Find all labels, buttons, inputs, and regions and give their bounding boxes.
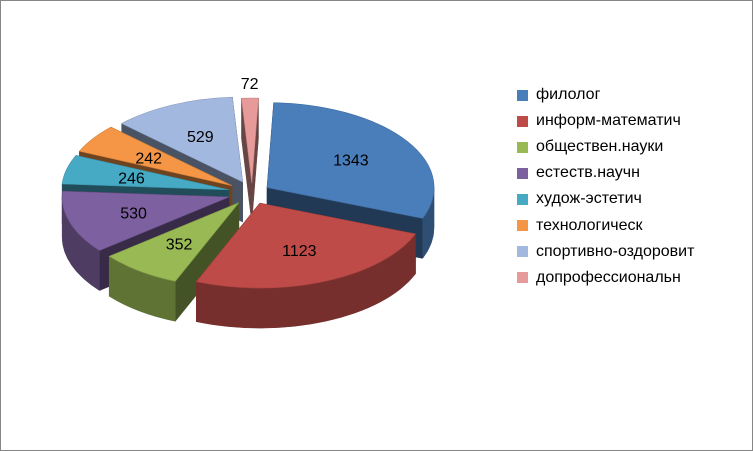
legend-swatch <box>517 193 528 205</box>
legend-item-5: технологическ <box>517 212 694 238</box>
data-label-2: 352 <box>166 237 193 254</box>
legend-label: технологическ <box>536 216 643 234</box>
legend-swatch <box>517 89 528 101</box>
legend-swatch <box>517 272 528 284</box>
legend-item-3: естеств.научн <box>517 160 694 186</box>
legend-label: информ-математич <box>536 112 681 130</box>
slice-top-5 <box>78 126 233 186</box>
data-label-1: 1123 <box>282 243 317 260</box>
data-label-7: 72 <box>241 76 259 93</box>
data-label-4: 246 <box>118 171 145 188</box>
slice-top-6 <box>120 96 244 183</box>
slice-top-4 <box>61 155 229 191</box>
legend-label: естеств.научн <box>536 164 640 182</box>
legend-label: спортивно-оздоровит <box>536 242 695 260</box>
data-label-3: 530 <box>120 205 147 222</box>
legend-swatch <box>517 115 528 127</box>
slice-2 <box>108 202 240 323</box>
legend-item-1: информ-математич <box>517 108 694 134</box>
data-label-5: 242 <box>135 150 162 167</box>
data-label-0: 1343 <box>333 153 369 170</box>
legend-item-2: обществен.науки <box>517 134 694 160</box>
legend-swatch <box>517 246 528 258</box>
slice-1 <box>195 202 417 329</box>
slice-top-2 <box>108 202 240 282</box>
legend-swatch <box>517 167 528 179</box>
legend-item-6: спортивно-оздоровит <box>517 239 694 265</box>
legend-swatch <box>517 141 528 153</box>
legend-label: худож-эстетич <box>536 190 642 208</box>
slice-top-3 <box>61 190 230 251</box>
legend-label: обществен.науки <box>536 138 664 156</box>
slice-top-7 <box>241 97 259 184</box>
slice-7 <box>241 97 259 224</box>
slice-top-0 <box>266 102 435 219</box>
legend-swatch <box>517 220 528 232</box>
legend-item-0: филолог <box>517 82 694 108</box>
legend-label: допрофессиональн <box>536 268 681 286</box>
slice-top-1 <box>195 202 417 289</box>
legend-label: филолог <box>536 86 601 104</box>
legend: филолог информ-математич обществен.науки ес… <box>517 82 694 291</box>
legend-item-4: худож-эстетич <box>517 186 694 212</box>
data-label-6: 529 <box>187 129 214 146</box>
legend-item-7: допрофессиональн <box>517 265 694 291</box>
